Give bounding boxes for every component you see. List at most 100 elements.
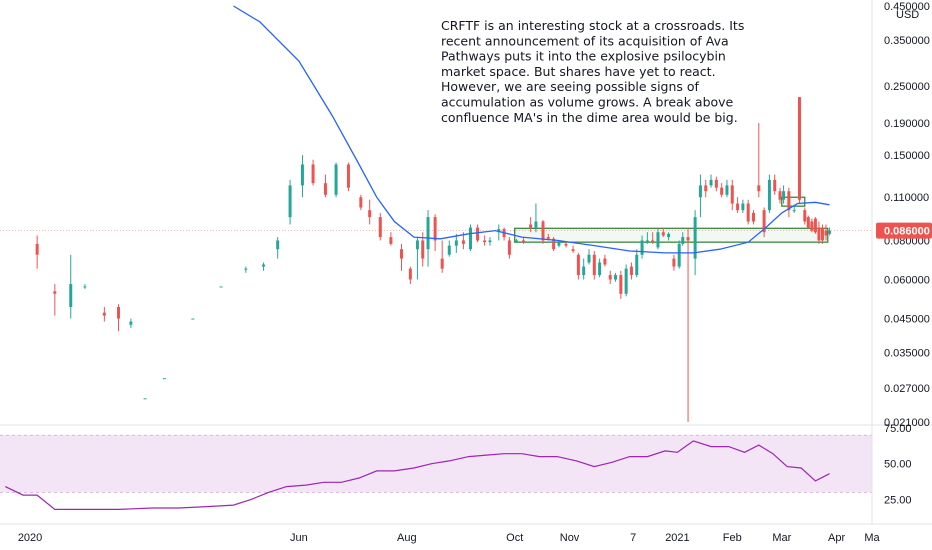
candle-body: [624, 268, 628, 294]
candle-body: [488, 240, 492, 243]
candle-body: [635, 254, 639, 276]
candle-body: [262, 264, 266, 267]
candle-body: [803, 210, 807, 222]
time-tick-label: Mar: [772, 532, 791, 544]
candle-body: [389, 237, 393, 244]
candle-body: [522, 240, 526, 243]
time-tick-label: 7: [630, 532, 636, 544]
price-tick-label: 0.150000: [884, 150, 930, 162]
candle-body: [725, 185, 729, 195]
time-tick-label: 2021: [665, 532, 689, 544]
candle-body: [686, 237, 690, 241]
candle-body: [797, 97, 801, 200]
candle-body: [571, 249, 575, 252]
candle-body: [614, 275, 618, 280]
candle-body: [714, 179, 718, 188]
candle-body: [730, 185, 734, 204]
time-tick-label: Oct: [506, 532, 523, 544]
candle-body: [433, 217, 437, 241]
candle-body: [244, 268, 248, 270]
price-tick-label: 0.450000: [884, 1, 930, 13]
price-tick-label: 0.060000: [884, 274, 930, 286]
candle-body: [323, 183, 327, 195]
candle-body: [720, 187, 724, 195]
candle-body: [810, 221, 814, 231]
candle-body: [656, 232, 660, 248]
price-pane: [0, 5, 872, 422]
annotation-line: Pathways puts it into the explosive psil…: [441, 49, 726, 64]
candle-body: [629, 266, 633, 276]
candle-body: [787, 191, 791, 211]
candle-body: [661, 232, 665, 236]
candle-body: [426, 217, 430, 250]
annotation-line: CRFTF is an interesting stock at a cross…: [441, 18, 744, 33]
candle-body: [346, 164, 350, 188]
candle-body: [162, 378, 166, 380]
candle-body: [35, 243, 39, 255]
candle-body: [300, 164, 304, 186]
candle-body: [813, 218, 817, 233]
candle-body: [704, 185, 708, 192]
candle-body: [219, 286, 223, 288]
candle-body: [507, 240, 511, 255]
candle-body: [820, 227, 824, 241]
candle-body: [619, 275, 623, 294]
resistance-zone: [781, 196, 806, 207]
candle-body: [468, 227, 472, 250]
oscillator-tick-label: 50.00: [884, 459, 912, 471]
candle-body: [454, 240, 458, 246]
candle-body: [400, 249, 404, 259]
price-tick-label: 0.027000: [884, 383, 930, 395]
candle-body: [421, 240, 425, 259]
candle-body: [608, 275, 612, 280]
candle-body: [806, 217, 810, 228]
candle-body: [757, 185, 761, 192]
candle-body: [592, 254, 596, 276]
candle-body: [53, 291, 57, 294]
price-tick-label: 0.250000: [884, 81, 930, 93]
candle-body: [514, 240, 518, 242]
oscillator-tick-label: 25.00: [884, 494, 912, 506]
candle-body: [651, 240, 655, 243]
time-tick-label: Apr: [828, 532, 845, 544]
candle-body: [483, 240, 487, 243]
candle-body: [677, 243, 681, 267]
candle-body: [598, 262, 602, 276]
candle-body: [640, 240, 644, 255]
annotation-line: accumulation as volume grows. A break ab…: [441, 95, 734, 110]
candle-body: [378, 217, 382, 238]
candle-body: [359, 197, 363, 208]
candle-body: [311, 164, 315, 184]
candle-body: [672, 258, 676, 267]
candle-body: [582, 266, 586, 276]
candle-body: [828, 230, 832, 234]
candle-body: [83, 286, 87, 288]
annotation-line: recent announcement of its acquisition o…: [441, 33, 729, 48]
candle-body: [557, 242, 561, 246]
price-tick-label: 0.110000: [884, 192, 929, 204]
candle-body: [276, 240, 280, 250]
candle-body: [576, 254, 580, 276]
candle-body: [698, 185, 702, 198]
candle-body: [129, 321, 133, 325]
candle-body: [736, 203, 740, 211]
candle-body: [778, 191, 782, 200]
candle-body: [117, 306, 121, 319]
oscillator-tick-label: 75.00: [884, 423, 912, 435]
price-tick-label: 0.190000: [884, 118, 930, 130]
time-tick-label: Jun: [290, 532, 308, 544]
candle-body: [564, 243, 568, 246]
oscillator-line: [5, 440, 830, 510]
candle-body: [792, 210, 796, 212]
last-price-label: 0.086000: [884, 226, 930, 238]
annotation-line: market space. But shares have yet to rea…: [441, 64, 716, 79]
time-tick-label: Nov: [560, 532, 580, 544]
candle-body: [667, 233, 671, 238]
candle-body: [603, 258, 607, 265]
oscillator-band: [0, 435, 872, 493]
candle-body: [408, 268, 412, 280]
candle-body: [546, 237, 550, 239]
candle-body: [476, 227, 480, 241]
candle-body: [143, 398, 147, 400]
